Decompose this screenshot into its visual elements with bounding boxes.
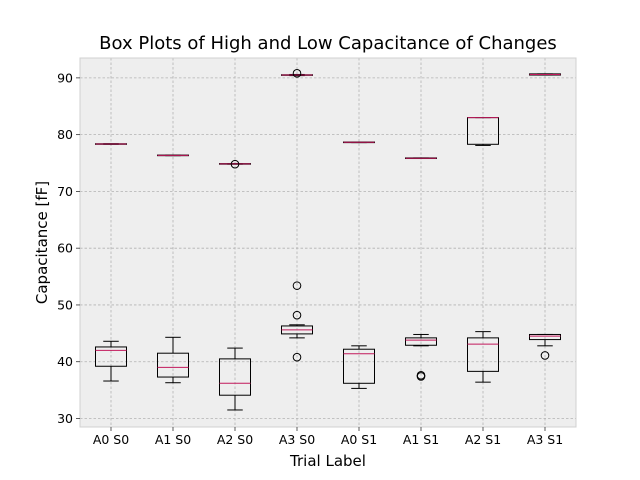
low-box-a3-s0	[281, 281, 313, 362]
x-axis-label: Trial Label	[289, 452, 366, 470]
y-tick-label: 70	[57, 184, 73, 199]
low-box-a0-s1	[343, 345, 375, 389]
low-box-a2-s0	[219, 347, 251, 411]
y-tick-label: 50	[57, 297, 73, 312]
grid-lines	[80, 58, 576, 427]
x-tick-label: A3 S0	[279, 432, 315, 447]
x-tick-label: A3 S1	[527, 432, 563, 447]
tick-layer: 30 40 50 60 70 80 90 A0 S0 A1 S0 A2 S0 A3 S0 A0 S1 A…	[57, 70, 563, 447]
iqr-box	[467, 337, 499, 372]
iqr-box	[219, 358, 251, 396]
x-tick-label: A2 S1	[465, 432, 501, 447]
y-tick-label: 40	[57, 354, 73, 369]
x-tick-label: A2 S0	[217, 432, 253, 447]
plot-area	[80, 58, 576, 427]
outlier-point	[292, 281, 302, 290]
outlier-point	[292, 310, 302, 320]
high-box-a1-s1	[405, 157, 437, 160]
low-box-a1-s0	[157, 336, 189, 384]
outlier-point	[540, 351, 550, 360]
x-tick-label: A0 S1	[341, 432, 377, 447]
high-box-a0-s0	[95, 143, 127, 145]
box-layer	[95, 69, 561, 411]
iqr-box	[157, 352, 189, 378]
low-box-a3-s1	[529, 333, 561, 360]
iqr-box	[529, 333, 561, 341]
high-box-a0-s1	[343, 141, 375, 144]
high-box-a3-s0	[281, 69, 313, 78]
high-box-a1-s0	[157, 154, 189, 157]
low-box-a2-s1	[467, 331, 499, 383]
high-box-a2-s1	[467, 117, 499, 146]
y-axis-label: Capacitance [fF]	[33, 181, 51, 304]
y-tick-label: 30	[57, 411, 73, 426]
outlier-point	[416, 372, 426, 381]
chart-title: Box Plots of High and Low Capacitance of…	[99, 33, 557, 54]
iqr-box	[343, 348, 375, 384]
low-box-a0-s0	[95, 340, 127, 382]
x-tick-label: A1 S0	[155, 432, 191, 447]
high-box-a2-s0	[219, 159, 251, 169]
iqr-box	[95, 346, 127, 367]
plot-frame	[79, 57, 577, 428]
high-box-a3-s1	[529, 73, 561, 76]
y-tick-label: 80	[57, 127, 73, 142]
y-tick-label: 90	[57, 70, 73, 85]
x-tick-label: A0 S0	[93, 432, 129, 447]
low-box-a1-s1	[405, 333, 437, 381]
outlier-point	[230, 159, 240, 169]
y-tick-label: 60	[57, 241, 73, 256]
outlier-point	[292, 352, 302, 362]
iqr-box	[405, 337, 437, 346]
x-tick-label: A1 S1	[403, 432, 439, 447]
outlier-point	[292, 69, 302, 78]
